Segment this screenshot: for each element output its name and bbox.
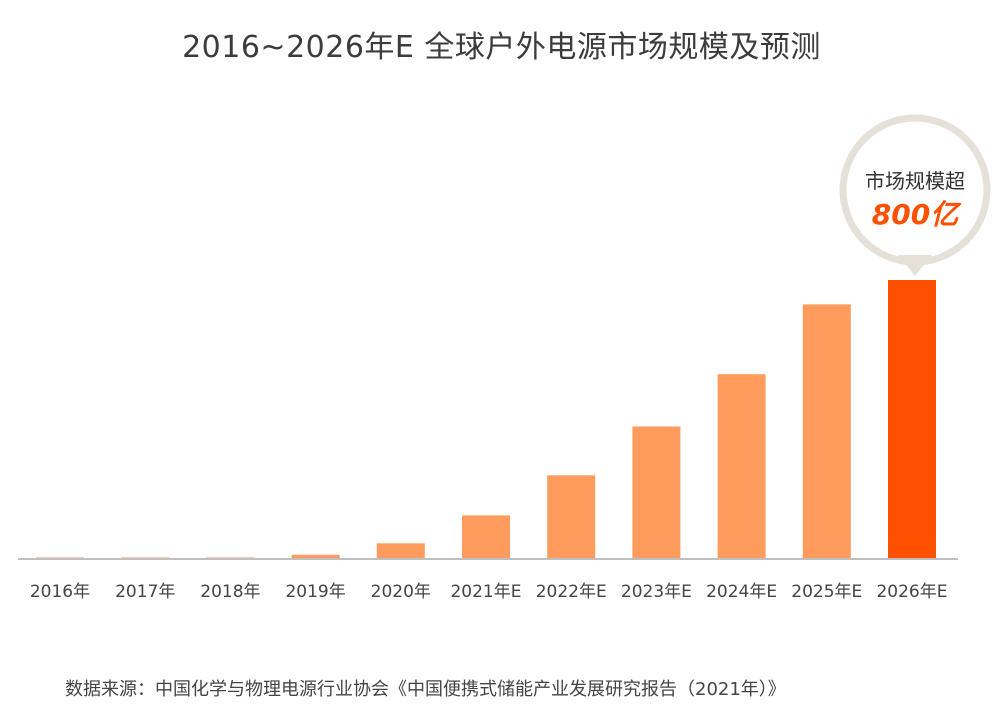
x-tick-label: 2026年E — [876, 582, 947, 602]
bar-2026年E — [888, 280, 936, 559]
chart-title: 2016~2026年E 全球户外电源市场规模及预测 — [182, 30, 821, 65]
bar-2025年E — [802, 304, 851, 559]
callout-pointer — [898, 255, 932, 276]
bar-2020年 — [376, 543, 425, 559]
x-tick-label: 2022年E — [536, 582, 607, 602]
bar-2024年E — [717, 374, 766, 559]
x-tick-label: 2016年 — [30, 582, 90, 602]
x-tick-label: 2019年 — [285, 582, 345, 602]
x-tick-label: 2024年E — [706, 582, 777, 602]
callout-line2: 800亿 — [872, 198, 962, 231]
bar-group — [36, 280, 936, 559]
bar-2022年E — [547, 475, 596, 559]
x-tick-labels: 2016年 2017年 2018年 2019年 2020年 2021年E 2022年E 202… — [30, 582, 948, 602]
x-tick-label: 2020年 — [371, 582, 431, 602]
callout-line1: 市场规模超 — [865, 169, 965, 193]
bar-2021年E — [462, 515, 510, 559]
x-tick-label: 2017年 — [115, 582, 175, 602]
x-tick-label: 2021年E — [450, 582, 521, 602]
bar-2019年 — [291, 554, 340, 559]
callout-bubble: 市场规模超 800亿 — [839, 114, 991, 276]
x-tick-label: 2025年E — [791, 582, 862, 602]
x-tick-label: 2018年 — [200, 582, 260, 602]
source-note: 数据来源：中国化学与物理电源行业协会《中国便携式储能产业发展研究报告（2021年… — [65, 679, 786, 700]
bar-chart: 2016年 2017年 2018年 2019年 2020年 2021年E 2022年E 202… — [18, 114, 991, 602]
x-tick-label: 2023年E — [621, 582, 692, 602]
bar-2023年E — [632, 426, 681, 559]
